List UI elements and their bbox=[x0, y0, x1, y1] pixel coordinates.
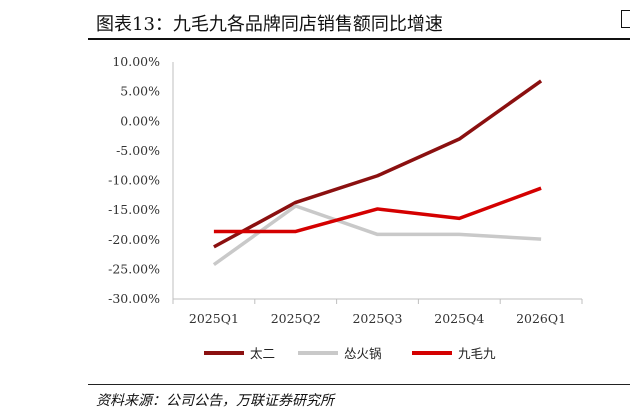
series-line bbox=[212, 204, 542, 267]
series-line bbox=[213, 186, 542, 234]
legend-label: 太二 bbox=[250, 346, 275, 361]
y-tick-label: -20.00% bbox=[108, 232, 160, 247]
x-tick-label: 2026Q1 bbox=[516, 311, 566, 326]
x-tick-label: 2025Q3 bbox=[352, 311, 402, 326]
legend-label: 怂火锅 bbox=[344, 346, 382, 361]
title-bar: 图表13：九毛九各品牌同店销售额同比增速 bbox=[88, 4, 630, 40]
series-layer bbox=[212, 79, 543, 267]
y-tick-label: -15.00% bbox=[108, 202, 160, 217]
x-tick-label: 2025Q4 bbox=[434, 311, 484, 326]
x-tick-label: 2025Q2 bbox=[271, 311, 321, 326]
chart-axes: 10.00% 5.00% 0.00% -5.00% -10.00% -15.00% -20.… bbox=[108, 54, 583, 326]
legend-label: 九毛九 bbox=[458, 346, 496, 361]
y-tick-label: -30.00% bbox=[108, 291, 160, 306]
x-tick-label: 2025Q1 bbox=[189, 311, 239, 326]
y-tick-label: -5.00% bbox=[116, 143, 160, 158]
bottom-rule bbox=[88, 384, 630, 385]
y-tick-label: 0.00% bbox=[120, 113, 160, 128]
series-line bbox=[213, 79, 543, 249]
y-tick-label: -25.00% bbox=[108, 261, 160, 276]
source-note: 资料来源：公司公告，万联证券研究所 bbox=[96, 393, 334, 409]
y-tick-label: 10.00% bbox=[112, 54, 160, 69]
chart-legend: 太二 怂火锅 九毛九 bbox=[204, 346, 496, 361]
chart-title: 图表13：九毛九各品牌同店销售额同比增速 bbox=[96, 14, 443, 35]
line-chart: 10.00% 5.00% 0.00% -5.00% -10.00% -15.00% -20.… bbox=[108, 54, 583, 361]
corner-mark bbox=[621, 10, 630, 28]
y-tick-label: -10.00% bbox=[108, 173, 160, 188]
y-tick-label: 5.00% bbox=[120, 84, 160, 99]
